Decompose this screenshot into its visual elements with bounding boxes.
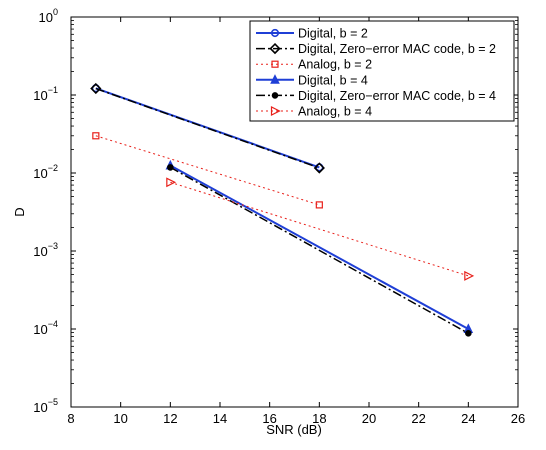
series-line-5 [169, 166, 469, 334]
legend-label-5: Digital, Zero−error MAC code, b = 4 [298, 89, 496, 103]
series-line-2 [95, 87, 320, 169]
y-tick-label: 10−5 [33, 397, 58, 415]
y-tick-label-exponent: −4 [48, 319, 58, 329]
series-2-point [90, 82, 102, 95]
y-tick-label-exponent: 0 [53, 7, 58, 17]
series-5-point [167, 164, 174, 171]
x-tick-label: 18 [312, 411, 326, 426]
legend-marker-1 [270, 28, 280, 38]
y-tick-label-exponent: −3 [48, 241, 58, 251]
legend-box [249, 20, 515, 122]
legend-label-2: Digital, Zero−error MAC code, b = 2 [298, 42, 496, 56]
y-tick-label: 10−3 [33, 241, 58, 259]
series-6-point [166, 177, 177, 188]
legend-marker-4 [270, 74, 280, 84]
x-tick-label: 26 [511, 411, 525, 426]
x-axis-ticks: 8 10 12 14 16 18 20 22 24 26 [67, 17, 525, 426]
y-tick-label-base: 10 [33, 322, 47, 337]
y-tick-label-base: 10 [33, 244, 47, 259]
y-axis-label: D [12, 207, 27, 216]
y-tick-label-base: 10 [33, 166, 47, 181]
legend-label-1: Digital, b = 2 [298, 27, 368, 41]
y-tick-label-base: 10 [33, 400, 47, 415]
x-axis-label: SNR (dB) [266, 422, 322, 437]
y-tick-label: 10−4 [33, 319, 58, 337]
series-6-point [464, 270, 475, 281]
legend-marker-5 [271, 92, 279, 99]
x-tick-label: 14 [213, 411, 227, 426]
legend-marker-6 [270, 106, 281, 116]
x-tick-label: 10 [113, 411, 127, 426]
x-tick-label: 22 [411, 411, 425, 426]
legend-marker-3 [271, 60, 279, 68]
y-tick-label: 10−2 [33, 163, 58, 181]
legend-label-6: Analog, b = 4 [298, 105, 372, 119]
x-tick-label: 16 [262, 411, 276, 426]
x-tick-label: 20 [362, 411, 376, 426]
legend-marker-2 [269, 42, 281, 55]
series-line-3 [95, 135, 320, 206]
series-line-6 [170, 181, 469, 277]
x-tick-label: 24 [461, 411, 475, 426]
series-5-point [465, 330, 472, 337]
x-tick-label: 12 [163, 411, 177, 426]
series-3-point [92, 132, 100, 140]
series-2-point [313, 162, 325, 174]
series-3-point [315, 201, 323, 209]
y-tick-label-exponent: −5 [48, 397, 58, 407]
y-tick-label: 10−1 [33, 85, 58, 103]
series-line-4 [169, 164, 469, 330]
y-tick-label-exponent: −1 [48, 85, 58, 95]
legend-label-4: Digital, b = 4 [298, 73, 368, 87]
y-tick-label: 100 [39, 7, 58, 25]
plot-marks [90, 82, 475, 337]
legend-label-3: Analog, b = 2 [298, 58, 372, 72]
y-tick-label-exponent: −2 [48, 163, 58, 173]
y-tick-label-base: 10 [33, 88, 47, 103]
x-tick-label: 8 [67, 411, 74, 426]
plot-frame [70, 16, 519, 408]
y-tick-label-base: 10 [39, 10, 53, 25]
